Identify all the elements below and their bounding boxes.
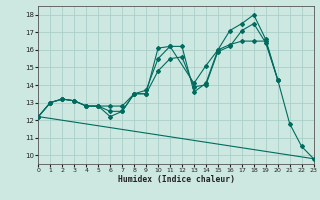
X-axis label: Humidex (Indice chaleur): Humidex (Indice chaleur)	[117, 175, 235, 184]
